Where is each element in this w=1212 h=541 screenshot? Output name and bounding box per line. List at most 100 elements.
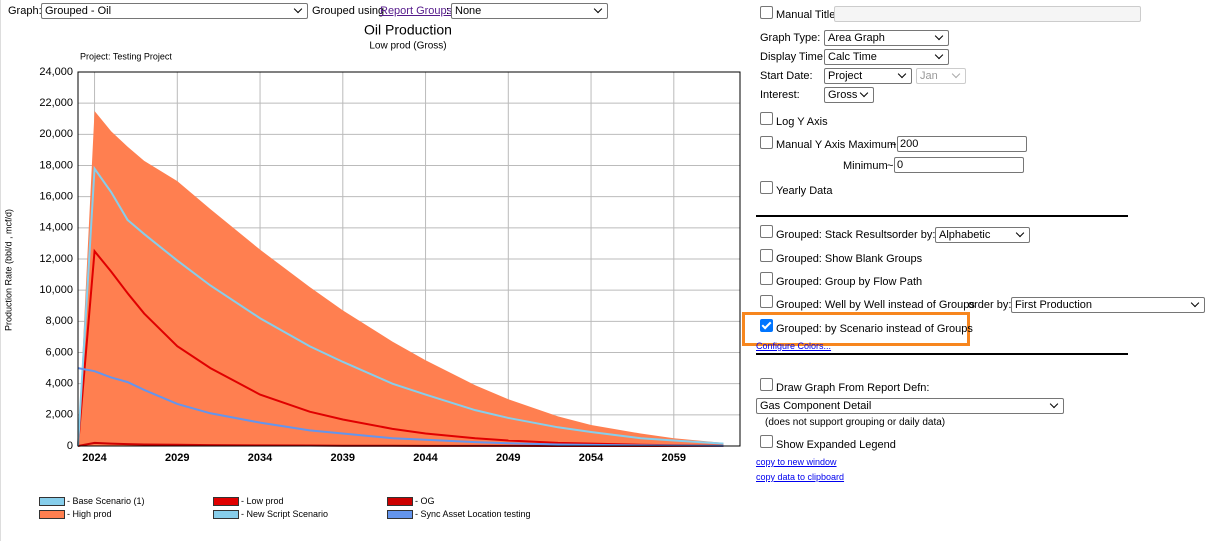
legend-entry: Base Scenario (1) <box>39 496 145 506</box>
label: Grouped: Stack Results <box>776 229 893 241</box>
y-tick-label: 4,000 <box>45 378 73 390</box>
order-select[interactable]: First Production <box>1011 297 1205 313</box>
checkbox[interactable] <box>760 225 773 238</box>
x-tick-label: 2039 <box>331 452 355 464</box>
checkbox[interactable] <box>760 6 773 19</box>
label: Minimum <box>843 160 888 172</box>
legend-label: Base Scenario (1) <box>67 496 145 506</box>
y-tick-label: 20,000 <box>39 128 73 140</box>
max-input[interactable]: 200 <box>897 136 1027 152</box>
legend-label: Sync Asset Location testing <box>415 509 531 519</box>
colon: : <box>446 5 450 17</box>
legend-swatch <box>213 509 239 519</box>
chart-title: Oil Production <box>364 22 452 38</box>
title-input <box>834 6 1141 22</box>
checkbox[interactable] <box>760 272 773 285</box>
checkbox[interactable] <box>760 112 773 125</box>
x-tick-label: 2059 <box>662 452 686 464</box>
order-select[interactable]: Alphabetic <box>935 227 1030 243</box>
checkbox[interactable] <box>760 295 773 308</box>
note: (does not support grouping or daily data… <box>765 417 946 428</box>
grouped-using: Grouped using <box>312 5 385 17</box>
line <box>77 248 724 447</box>
group-select[interactable]: None <box>451 3 608 19</box>
x-tick-label: 2029 <box>165 452 189 464</box>
label: order by: <box>892 229 936 241</box>
min-input[interactable]: 0 <box>894 157 1024 173</box>
area <box>78 110 724 446</box>
display-time-select[interactable]: Calc Time <box>824 49 949 65</box>
legend-label: OG <box>415 496 435 506</box>
start-date-select[interactable]: Project <box>824 68 912 84</box>
divider <box>756 353 1128 355</box>
divider <box>756 215 1128 217</box>
copy-clipboard-link[interactable]: copy data to clipboard <box>756 472 845 482</box>
y-tick-label: 10,000 <box>39 284 73 296</box>
y-tick-label: 0 <box>67 440 73 452</box>
graph-select[interactable]: Grouped - Oil <box>41 3 308 19</box>
x-tick-label: 2049 <box>496 452 520 464</box>
label: Display Time: <box>760 51 827 63</box>
line <box>77 165 724 447</box>
y-tick-label: 24,000 <box>39 66 73 78</box>
tilde: ~ <box>890 139 897 151</box>
plot-border <box>77 71 741 447</box>
x-tick-label: 2024 <box>82 452 107 464</box>
checkbox[interactable] <box>760 435 773 448</box>
label: order by: <box>968 299 1012 311</box>
legend-swatch <box>39 509 65 519</box>
legend-swatch <box>387 496 413 506</box>
y-tick-label: 8,000 <box>45 315 73 327</box>
checkbox[interactable] <box>760 136 773 149</box>
label: Start Date: <box>760 70 813 82</box>
interest-select[interactable]: Gross <box>824 87 874 103</box>
graph-label: Graph: <box>8 5 42 17</box>
label: Grouped: Show Blank Groups <box>776 253 923 265</box>
label: Graph Type: <box>760 32 821 44</box>
tilde: ~ <box>887 160 894 172</box>
configure-colors-link[interactable]: Configure Colors... <box>756 341 832 351</box>
project-label: Project: Testing Project <box>80 51 172 61</box>
legend-entry: OG <box>387 496 435 506</box>
label: Grouped: by Scenario instead of Groups <box>776 323 973 335</box>
label: Yearly Data <box>776 185 833 197</box>
checkbox[interactable] <box>760 378 773 391</box>
chart: Oil Production Low prod (Gross) Project:… <box>3 22 741 464</box>
legend-entry: High prod <box>39 509 112 519</box>
label: Grouped: Group by Flow Path <box>776 276 923 288</box>
y-tick-label: 14,000 <box>39 222 73 234</box>
legend-label: New Script Scenario <box>241 509 329 519</box>
report-defn-select[interactable]: Gas Component Detail <box>756 398 1064 414</box>
label: Log Y Axis <box>776 116 828 128</box>
highlight-box <box>742 312 970 346</box>
checkbox[interactable] <box>760 181 773 194</box>
x-tick-label: 2034 <box>248 452 273 464</box>
checkbox[interactable] <box>760 249 773 262</box>
x-tick-label: 2054 <box>579 452 604 464</box>
graph-type-select[interactable]: Area Graph <box>824 30 949 46</box>
legend-entry: Low prod <box>213 496 284 506</box>
chart-subtitle: Low prod (Gross) <box>369 41 446 52</box>
y-tick-label: 6,000 <box>45 346 73 358</box>
line <box>77 367 724 447</box>
legend-swatch <box>39 496 65 506</box>
legend-label: Low prod <box>241 496 284 506</box>
copy-window-link[interactable]: copy to new window <box>756 457 837 467</box>
legend-swatch <box>387 509 413 519</box>
checkbox[interactable] <box>760 319 773 332</box>
legend-entry: New Script Scenario <box>213 509 328 519</box>
legend-label: High prod <box>67 509 112 519</box>
label: Manual Y Axis Maximum <box>776 139 897 151</box>
label: Draw Graph From Report Defn: <box>776 382 930 394</box>
y-tick-label: 16,000 <box>39 191 73 203</box>
month-select: Jan <box>916 68 966 84</box>
x-tick-label: 2044 <box>413 452 438 464</box>
y-tick-label: 18,000 <box>39 159 73 171</box>
label: Show Expanded Legend <box>776 439 896 451</box>
legend-swatch <box>213 496 239 506</box>
label: Interest: <box>760 89 800 101</box>
report-groups-link[interactable]: Report Groups <box>380 5 453 17</box>
label: Manual Title <box>776 9 836 21</box>
label: Grouped: Well by Well instead of Groups <box>776 299 975 311</box>
